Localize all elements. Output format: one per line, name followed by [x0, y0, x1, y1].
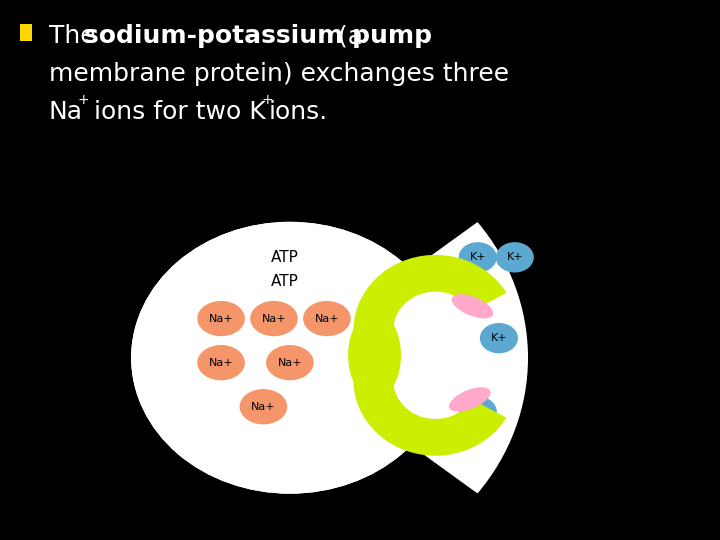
Text: Na+: Na+	[209, 357, 233, 368]
Ellipse shape	[250, 301, 298, 336]
Ellipse shape	[197, 345, 245, 380]
Ellipse shape	[131, 222, 449, 494]
Ellipse shape	[266, 345, 314, 380]
Text: The: The	[49, 24, 104, 48]
Text: +: +	[261, 93, 273, 107]
Ellipse shape	[496, 242, 534, 273]
Ellipse shape	[459, 242, 497, 273]
Text: membrane protein) exchanges three: membrane protein) exchanges three	[49, 62, 509, 86]
Text: sodium-potassium pump: sodium-potassium pump	[84, 24, 431, 48]
Ellipse shape	[348, 311, 401, 400]
Ellipse shape	[451, 294, 493, 319]
Text: ions.: ions.	[269, 100, 328, 124]
Text: Na+: Na+	[261, 314, 287, 323]
Text: K+: K+	[506, 252, 523, 262]
Text: Na+: Na+	[315, 314, 339, 323]
Ellipse shape	[197, 301, 245, 336]
Text: K+: K+	[469, 252, 486, 262]
Wedge shape	[354, 354, 506, 456]
Text: Na+: Na+	[209, 314, 233, 323]
Text: K+: K+	[469, 407, 486, 417]
Text: ions for two K: ions for two K	[86, 100, 266, 124]
Ellipse shape	[459, 396, 497, 427]
Text: K+: K+	[490, 333, 507, 343]
Wedge shape	[290, 222, 528, 494]
Ellipse shape	[68, 157, 512, 540]
Ellipse shape	[449, 387, 490, 411]
Text: ATP: ATP	[271, 274, 299, 289]
Ellipse shape	[480, 323, 518, 353]
Ellipse shape	[414, 334, 472, 376]
FancyBboxPatch shape	[20, 24, 32, 40]
Wedge shape	[354, 255, 506, 357]
Text: Na: Na	[49, 100, 83, 124]
Text: ATP: ATP	[271, 250, 299, 265]
Text: +: +	[78, 93, 89, 107]
Ellipse shape	[131, 222, 449, 494]
Ellipse shape	[303, 301, 351, 336]
Text: (a: (a	[330, 24, 363, 48]
Text: Na+: Na+	[251, 402, 276, 411]
Text: Na+: Na+	[277, 357, 302, 368]
Ellipse shape	[240, 389, 287, 424]
